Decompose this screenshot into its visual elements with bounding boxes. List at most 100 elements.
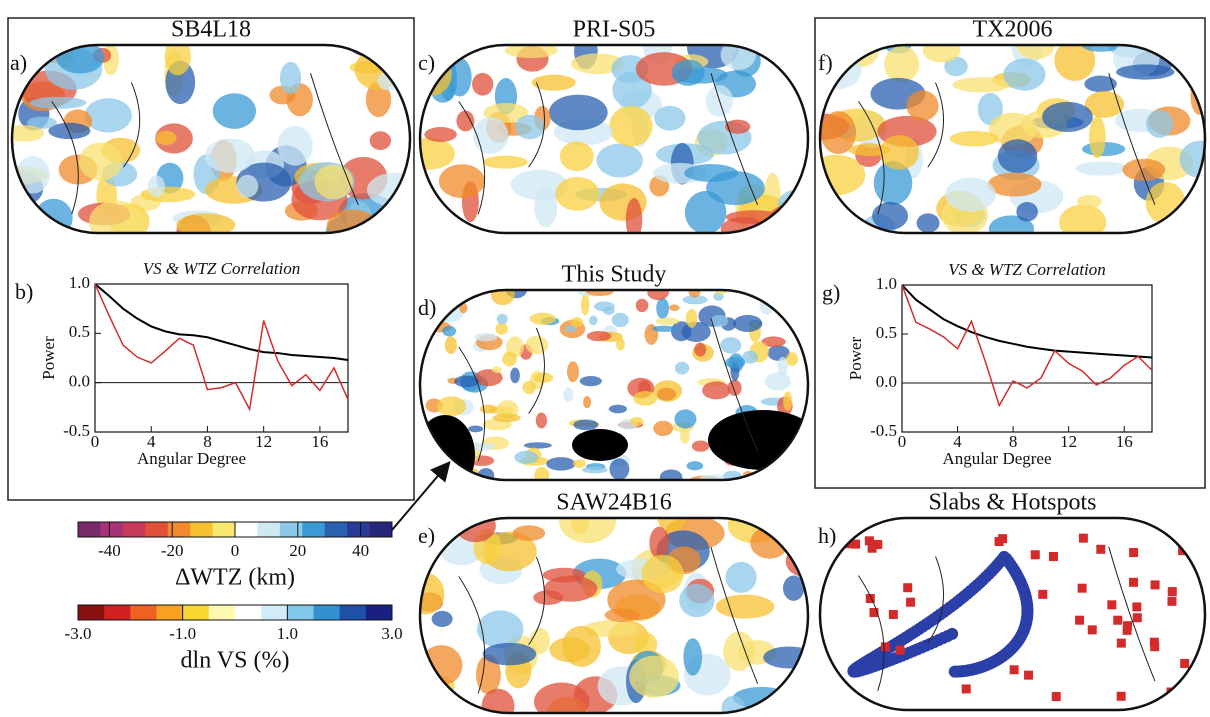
x-tick-label: 4: [147, 432, 156, 451]
anomaly: [767, 345, 790, 361]
hotspot: [864, 536, 874, 546]
anomaly: [656, 297, 670, 319]
anomaly: [916, 213, 940, 233]
y-axis-label: Power: [39, 336, 58, 380]
anomaly: [475, 654, 501, 695]
coastline: [458, 73, 759, 215]
anomaly: [164, 45, 191, 76]
anomaly: [884, 46, 920, 83]
anomaly: [872, 202, 909, 230]
anomaly: [365, 81, 392, 118]
plot-frame: [901, 284, 1153, 433]
anomaly: [12, 125, 45, 142]
hotspot: [1113, 615, 1123, 625]
anomaly: [635, 632, 658, 658]
anomaly: [820, 111, 857, 155]
anomaly: [669, 304, 680, 311]
anomaly: [573, 419, 599, 431]
plot-frame: [94, 283, 349, 433]
colorbar-segment: [100, 522, 124, 537]
anomaly: [691, 440, 710, 452]
hotspot: [1167, 596, 1177, 606]
anomaly: [725, 119, 751, 134]
colorbar-segment: [145, 522, 169, 537]
panel-title: TX2006: [973, 17, 1053, 43]
y-tick-label: 1.0: [876, 274, 897, 293]
panel-letter: c): [418, 50, 435, 75]
hotspot: [1180, 658, 1190, 668]
anomaly: [502, 351, 517, 367]
anomaly: [671, 321, 692, 342]
anomaly: [629, 655, 680, 698]
anomaly: [750, 526, 789, 559]
anomaly: [633, 391, 658, 406]
anomaly: [654, 105, 686, 131]
hotspot: [1122, 625, 1132, 635]
anomaly: [16, 156, 50, 194]
anomaly: [720, 337, 742, 354]
anomaly: [522, 380, 536, 395]
anomaly: [581, 293, 590, 316]
coastline: [458, 318, 759, 462]
anomaly: [430, 446, 439, 462]
anomaly: [492, 366, 502, 374]
y-tick-label: -0.5: [870, 421, 897, 440]
hotspot: [1123, 621, 1133, 631]
hotspot: [880, 642, 890, 652]
hotspot: [888, 610, 898, 620]
anomaly: [533, 590, 564, 605]
map: [820, 45, 1205, 233]
anomaly: [608, 404, 627, 414]
map-outline: [10, 43, 412, 235]
chart-title: VS & WTZ Correlation: [143, 259, 301, 278]
colorbar-tick-label: 20: [289, 541, 306, 560]
coastline: [51, 73, 359, 215]
hotspot: [1075, 615, 1085, 625]
panel-letter: b): [15, 279, 33, 304]
anomaly: [548, 94, 608, 131]
panel-title: SAW24B16: [556, 490, 671, 516]
colorbar-segment: [365, 605, 393, 620]
panel-letter: f): [818, 50, 833, 75]
x-tick-label: 12: [1060, 432, 1077, 451]
anomaly: [473, 117, 509, 154]
anomaly: [572, 459, 586, 468]
anomaly: [1122, 158, 1166, 181]
anomaly: [472, 72, 494, 96]
anomaly: [510, 169, 569, 201]
colorbar-tick-label: 1.0: [277, 624, 298, 643]
hotspot: [867, 543, 877, 553]
anomaly: [671, 59, 705, 86]
anomaly: [546, 457, 576, 471]
hotspot: [865, 594, 875, 604]
colorbar-segment: [167, 522, 191, 537]
anomaly: [570, 316, 584, 328]
colorbar-label: dln VS (%): [181, 648, 290, 674]
anomaly: [783, 391, 793, 411]
anomaly: [212, 93, 257, 129]
anomaly: [534, 682, 590, 713]
anomaly: [922, 45, 961, 63]
anomaly: [584, 620, 638, 638]
anomaly: [496, 313, 508, 325]
panel-letter: h): [818, 523, 836, 548]
anomaly: [431, 610, 453, 627]
x-tick-label: 8: [203, 432, 212, 451]
anomaly: [482, 155, 528, 169]
colorbar-segment: [208, 605, 236, 620]
anomaly: [952, 77, 1011, 93]
anomaly: [684, 191, 727, 233]
anomaly: [567, 361, 579, 383]
anomaly: [604, 608, 640, 623]
anomaly: [609, 458, 630, 480]
anomaly: [787, 473, 808, 480]
anomaly: [351, 45, 407, 58]
hotspot: [1077, 583, 1087, 593]
anomaly: [564, 325, 577, 332]
hotspot: [1167, 587, 1177, 597]
anomaly: [763, 646, 808, 669]
y-tick-label: 1.0: [69, 273, 90, 292]
hotspot: [1107, 600, 1117, 610]
hotspot: [998, 534, 1008, 544]
anomaly: [279, 61, 302, 94]
